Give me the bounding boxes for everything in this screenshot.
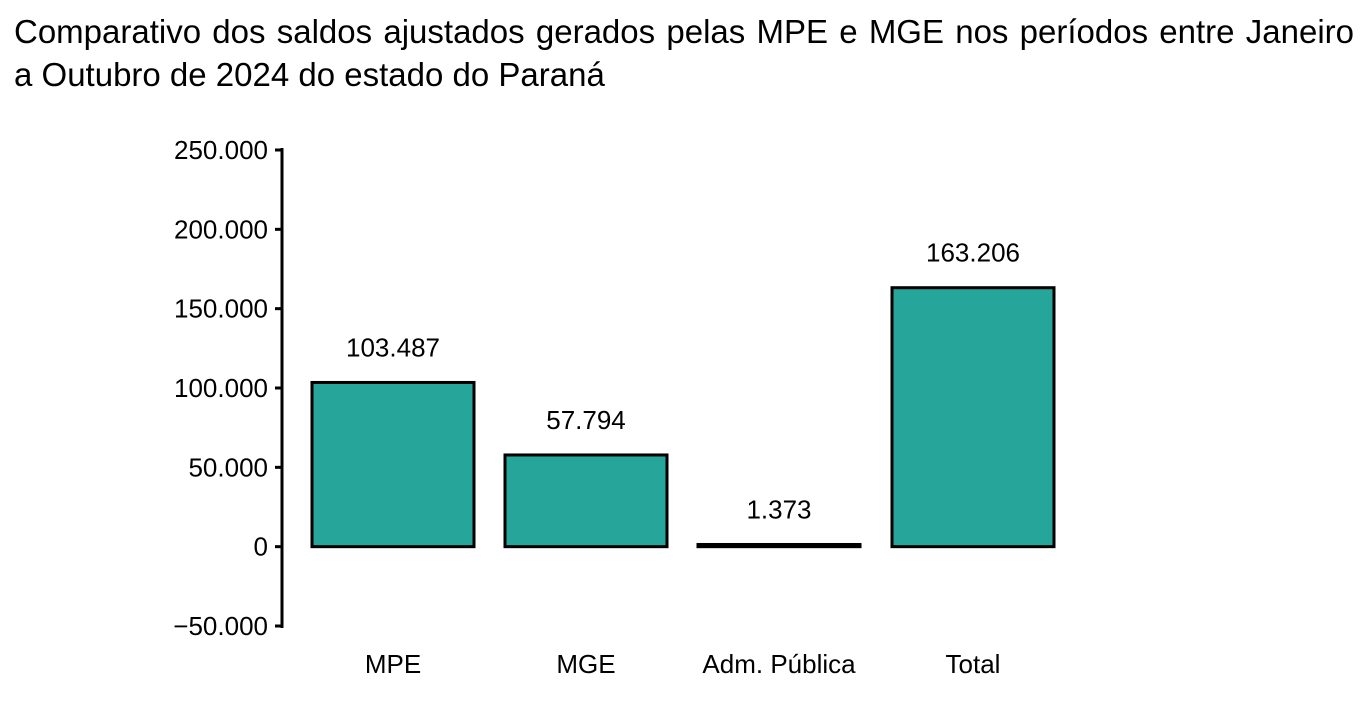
chart-title: Comparativo dos saldos ajustados gerados… (14, 13, 1354, 93)
x-category-label: Adm. Pública (702, 649, 856, 679)
bar-adm-p-blica (696, 542, 862, 549)
y-tick-label: 50.000 (188, 452, 268, 482)
y-tick-label: 150.000 (174, 294, 268, 324)
bar-total (890, 286, 1056, 549)
x-axis: MPE MGE Adm. Pública Total (365, 649, 1001, 679)
bar-mpe (310, 380, 476, 549)
bar-mge (503, 453, 669, 549)
data-label: 103.487 (346, 332, 440, 362)
x-category-label: MPE (365, 649, 421, 679)
bars (310, 286, 1056, 549)
data-labels: 103.487 57.794 1.373 163.206 (346, 238, 1020, 525)
data-label: 57.794 (546, 405, 626, 435)
y-tick-label: −50.000 (173, 611, 268, 641)
y-tick-label: 100.000 (174, 373, 268, 403)
y-tick-label: 200.000 (174, 214, 268, 244)
y-axis: −50.000 0 50.000 100.000 150.000 200.000 250.0… (173, 135, 284, 641)
y-tick-label: 250.000 (174, 135, 268, 165)
data-label: 1.373 (746, 494, 811, 524)
data-label: 163.206 (926, 238, 1020, 268)
x-category-label: Total (946, 649, 1001, 679)
y-tick-label: 0 (254, 532, 268, 562)
x-category-label: MGE (556, 649, 615, 679)
